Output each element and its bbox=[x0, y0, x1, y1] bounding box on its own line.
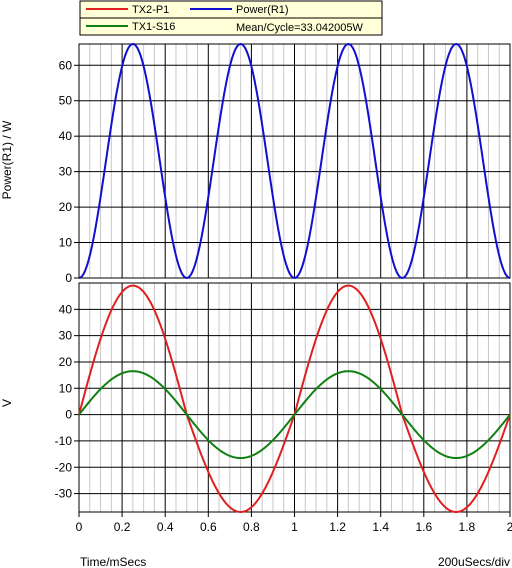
power-plot: 0 10 20 30 40 50 60 bbox=[59, 42, 511, 285]
power-plot-grid bbox=[78, 43, 511, 279]
power-plot-series bbox=[78, 42, 511, 280]
x-tick-label: 0.2 bbox=[114, 520, 131, 534]
voltage-plot-y-ticks: -30 -20 -10 0 10 20 30 40 bbox=[55, 302, 79, 501]
y-axis-label-power: Power(R1) / W bbox=[0, 120, 14, 199]
legend: TX2-P1 Power(R1) TX1-S16 Mean/Cycle=33.0… bbox=[79, 0, 383, 36]
x-axis-scale-note: 200uSecs/div bbox=[438, 555, 510, 568]
legend-label-tx2-p1: TX2-P1 bbox=[132, 4, 169, 16]
x-tick-label: 0.6 bbox=[200, 520, 217, 534]
x-tick-label: 0.8 bbox=[243, 520, 260, 534]
y-tick-label: 40 bbox=[59, 129, 73, 143]
legend-measurement: Mean/Cycle=33.042005W bbox=[236, 22, 363, 34]
voltage-plot-grid bbox=[78, 282, 511, 513]
x-tick-label: 1.6 bbox=[415, 520, 432, 534]
y-tick-label: 20 bbox=[59, 355, 73, 369]
legend-label-power-r1: Power(R1) bbox=[236, 4, 289, 16]
voltage-plot-x-ticks: 0 0.2 0.4 0.6 0.8 1 1.2 1.4 1.6 1.8 2 bbox=[76, 512, 512, 534]
y-tick-label: 0 bbox=[65, 271, 72, 285]
y-tick-label: 50 bbox=[59, 94, 73, 108]
x-tick-label: 0 bbox=[76, 520, 83, 534]
y-tick-label: 10 bbox=[59, 236, 73, 250]
voltage-plot: -30 -20 -10 0 10 20 30 40 0 0.2 0.4 0.6 0.8 1 1.2 1.4 1… bbox=[55, 282, 512, 534]
voltage-plot-series bbox=[78, 284, 511, 514]
x-tick-label: 1 bbox=[291, 520, 298, 534]
y-tick-label: 30 bbox=[59, 329, 73, 343]
series-line-power-r1 bbox=[78, 42, 511, 280]
x-tick-label: 2 bbox=[507, 520, 512, 534]
x-tick-label: 0.4 bbox=[157, 520, 174, 534]
y-tick-label: 40 bbox=[59, 302, 73, 316]
y-tick-label: 0 bbox=[65, 408, 72, 422]
x-axis-label: Time/mSecs bbox=[80, 555, 146, 568]
y-axis-label-voltage: V bbox=[0, 399, 14, 407]
legend-label-tx1-s16: TX1-S16 bbox=[132, 21, 175, 33]
y-tick-label: -20 bbox=[55, 460, 73, 474]
y-tick-label: -10 bbox=[55, 434, 73, 448]
x-tick-label: 1.8 bbox=[459, 520, 476, 534]
y-tick-label: 10 bbox=[59, 381, 73, 395]
x-tick-label: 1.4 bbox=[372, 520, 389, 534]
x-tick-label: 1.2 bbox=[329, 520, 346, 534]
y-tick-label: 60 bbox=[59, 58, 73, 72]
y-tick-label: 30 bbox=[59, 165, 73, 179]
series-line-tx1-s16 bbox=[78, 370, 511, 460]
y-tick-label: 20 bbox=[59, 200, 73, 214]
power-plot-y-ticks: 0 10 20 30 40 50 60 bbox=[59, 58, 79, 285]
y-tick-label: -30 bbox=[55, 487, 73, 501]
